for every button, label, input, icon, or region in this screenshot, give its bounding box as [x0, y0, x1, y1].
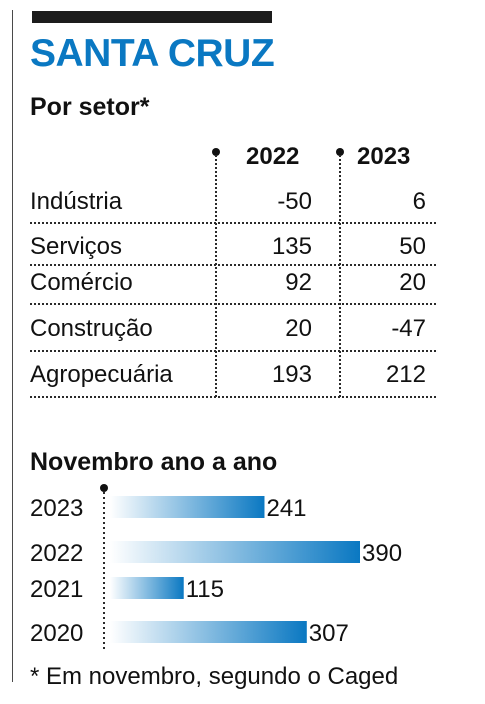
- column-marker-dot: [336, 148, 344, 156]
- cell-servicos-2023: 50: [399, 233, 426, 260]
- row-divider: [30, 222, 436, 224]
- page-title: SANTA CRUZ: [30, 32, 275, 75]
- column-marker-dot: [212, 148, 220, 156]
- bar-value-label: 241: [266, 495, 306, 522]
- footnote: * Em novembro, segundo o Caged: [30, 663, 399, 690]
- row-label-agropecuaria: Agropecuária: [30, 361, 173, 388]
- header-bar: [32, 11, 272, 23]
- row-label-servicos: Serviços: [30, 233, 123, 260]
- column-separator: [215, 155, 217, 397]
- bar-value-label: 390: [362, 540, 402, 567]
- cell-agropecuaria-2023: 212: [385, 361, 426, 388]
- bar-category-label: 2020: [30, 620, 83, 647]
- bar-2022: [110, 541, 360, 563]
- bar-chart: 2023 241 2022 390 2021 115 2020 307: [30, 484, 402, 650]
- row-label-construcao: Construção: [30, 315, 153, 342]
- column-header-2022: 2022: [246, 143, 300, 170]
- cell-construcao-2023: -47: [391, 315, 426, 342]
- bar-2023: [110, 496, 265, 518]
- cell-industria-2022: -50: [277, 188, 312, 215]
- bar-category-label: 2021: [30, 576, 83, 603]
- column-header-2023: 2023: [357, 143, 411, 170]
- column-separator: [339, 155, 341, 397]
- row-label-comercio: Comércio: [30, 269, 133, 296]
- bar-value-label: 115: [186, 576, 224, 603]
- sector-table: 2022 2023 Indústria -50 6 Serviços 135 5…: [30, 143, 436, 398]
- row-divider: [30, 396, 436, 398]
- cell-industria-2023: 6: [412, 188, 426, 215]
- bar-2020: [110, 621, 307, 643]
- sector-table-heading: Por setor*: [30, 93, 150, 121]
- axis-marker-dot: [100, 484, 108, 492]
- bar-2021: [110, 577, 184, 599]
- bar-category-label: 2022: [30, 540, 83, 567]
- left-border-rule: [12, 10, 13, 682]
- chart-title: Novembro ano a ano: [30, 448, 278, 476]
- row-divider: [30, 350, 436, 352]
- row-label-industria: Indústria: [30, 188, 123, 215]
- cell-agropecuaria-2022: 193: [271, 361, 312, 388]
- cell-comercio-2022: 92: [285, 269, 312, 296]
- bar-value-label: 307: [309, 620, 349, 647]
- bar-category-label: 2023: [30, 495, 83, 522]
- cell-construcao-2022: 20: [285, 315, 312, 342]
- row-divider: [30, 303, 436, 305]
- row-divider: [30, 264, 436, 266]
- cell-servicos-2022: 135: [271, 233, 312, 260]
- cell-comercio-2023: 20: [399, 269, 426, 296]
